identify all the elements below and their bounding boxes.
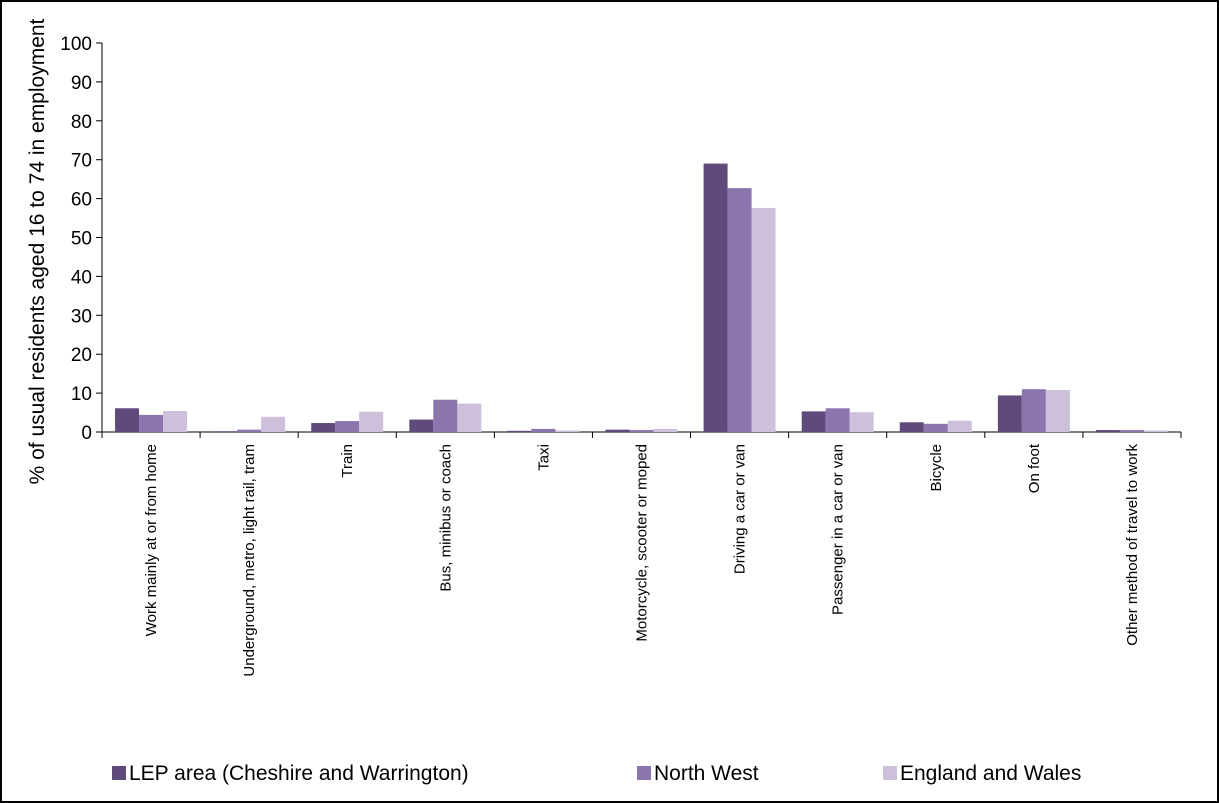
bar-3-1: [163, 410, 188, 432]
legend-label-3: England and Wales: [900, 762, 1081, 785]
bar-3-5: [555, 430, 580, 432]
bar-1-11: [1095, 430, 1120, 432]
bar-2-11: [1119, 430, 1144, 432]
bar-2-10: [1021, 389, 1046, 432]
bar-1-10: [997, 395, 1022, 432]
bar-2-1: [139, 414, 164, 432]
category-label: Bus, minibus or coach: [437, 444, 454, 592]
legend: LEP area (Cheshire and Warrington) North …: [112, 762, 1081, 785]
bar-2-6: [629, 430, 654, 432]
plot-area: 0 10 20 30 40 50 60 70 80 90 100 Work mainly at or …: [60, 34, 1182, 677]
bar-3-7: [751, 207, 776, 432]
bar-3-2: [261, 416, 286, 432]
bar-1-9: [899, 422, 924, 432]
bar-2-5: [531, 428, 556, 432]
y-tick-label: 90: [71, 73, 92, 94]
y-axis-label: % of usual residents aged 16 to 74 in em…: [26, 18, 49, 484]
bar-1-1: [115, 408, 140, 432]
legend-label-2: North West: [654, 762, 759, 785]
category-label: Train: [339, 444, 356, 478]
y-tick-label: 70: [71, 151, 92, 172]
category-label: Driving a car or van: [732, 444, 749, 574]
bar-2-9: [923, 423, 948, 432]
y-tick-label: 10: [71, 384, 92, 405]
bar-2-8: [825, 408, 850, 432]
y-tick-label: 50: [71, 229, 92, 250]
bar-3-3: [359, 411, 384, 432]
y-tick-label: 100: [60, 34, 92, 55]
y-tick-label: 80: [71, 112, 92, 133]
category-label: Bicycle: [928, 444, 945, 492]
bar-1-6: [605, 429, 630, 432]
bar-1-8: [801, 411, 826, 432]
legend-swatch-2: [637, 766, 651, 780]
bar-2-7: [727, 188, 752, 432]
legend-swatch-1: [112, 766, 126, 780]
y-tick-label: 0: [81, 423, 92, 444]
y-tick-label: 60: [71, 190, 92, 211]
category-label: Underground, metro, light rail, tram: [241, 444, 258, 677]
bar-1-5: [507, 430, 532, 432]
bar-2-4: [433, 399, 458, 432]
bar-2-2: [237, 429, 262, 432]
bar-1-2: [213, 431, 238, 432]
bar-3-8: [849, 412, 874, 432]
bar-3-9: [947, 420, 972, 432]
bar-2-3: [335, 421, 360, 432]
category-label: Motorcycle, scooter or moped: [634, 444, 651, 642]
category-label: Other method of travel to work: [1124, 444, 1141, 646]
bar-3-10: [1045, 389, 1070, 432]
legend-label-1: LEP area (Cheshire and Warrington): [129, 762, 469, 785]
y-tick-label: 30: [71, 306, 92, 327]
bar-1-3: [311, 423, 336, 432]
category-label: On foot: [1026, 443, 1043, 493]
category-label: Passenger in a car or van: [830, 444, 847, 615]
bar-3-4: [457, 403, 482, 432]
category-label: Taxi: [535, 444, 552, 471]
bar-1-4: [409, 419, 434, 432]
legend-swatch-3: [883, 766, 897, 780]
bar-1-7: [703, 163, 728, 432]
bar-3-11: [1143, 430, 1168, 432]
y-tick-label: 40: [71, 267, 92, 288]
category-label: Work mainly at or from home: [143, 444, 160, 636]
y-tick-label: 20: [71, 345, 92, 366]
bar-3-6: [653, 428, 678, 432]
